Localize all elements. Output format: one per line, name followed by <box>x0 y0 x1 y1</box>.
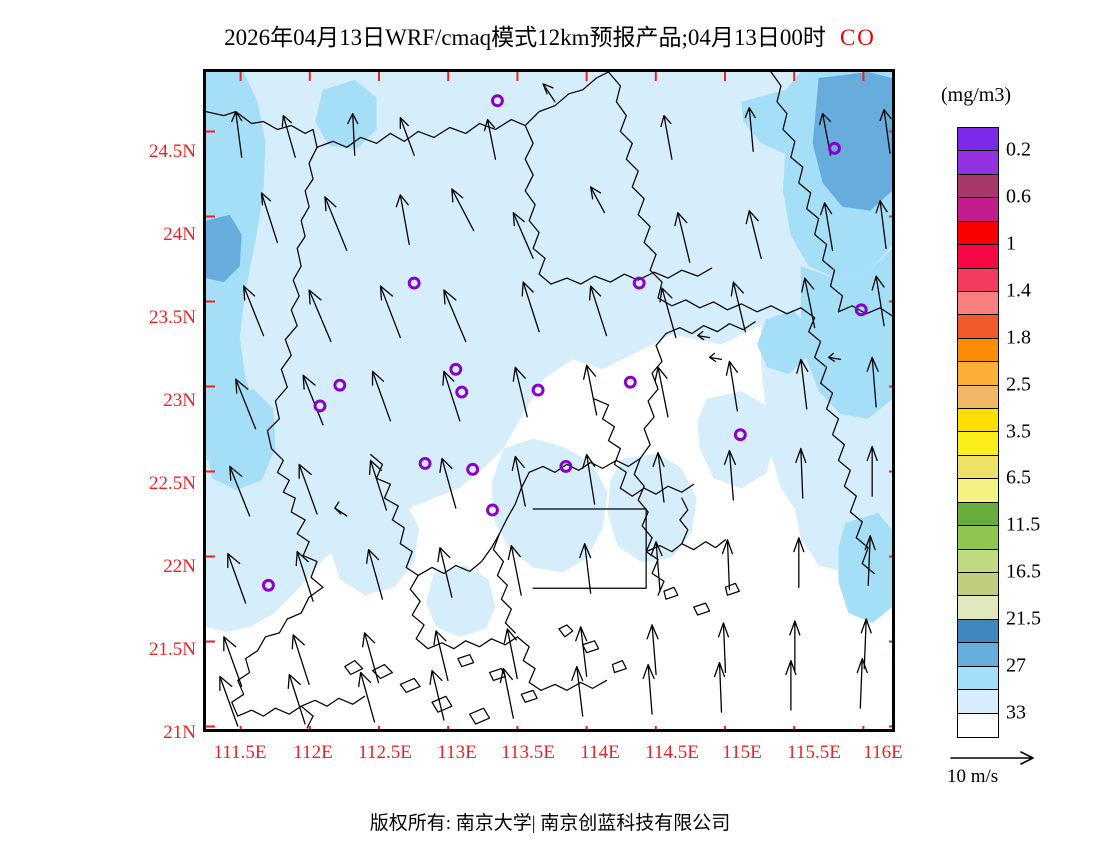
colorbar-tick-label: 21.5 <box>1006 607 1041 630</box>
colorbar-band <box>958 315 998 339</box>
colorbar-band <box>958 643 998 667</box>
y-axis-tick-24: 24N <box>163 224 196 245</box>
colorbar-band <box>958 409 998 433</box>
colorbar-band <box>958 690 998 714</box>
colorbar-band <box>958 291 998 316</box>
y-axis-tick-22: 22N <box>163 556 196 577</box>
y-axis-tick-24-5: 24.5N <box>149 141 196 162</box>
x-axis-tick-115-5E: 115.5E <box>787 742 841 763</box>
colorbar-tick-label: 0.2 <box>1006 138 1031 161</box>
x-axis-tick-115E: 115E <box>722 742 762 763</box>
map-svg <box>206 72 892 729</box>
wind-scale-legend: 10 m/s <box>947 748 1067 787</box>
x-axis-tick-112-5E: 112.5E <box>358 742 412 763</box>
title-species-label: CO <box>839 25 876 50</box>
colorbar-band <box>958 573 998 597</box>
colorbar-tick-label: 1.4 <box>1006 279 1031 302</box>
y-axis-tick-22-5: 22.5N <box>149 473 196 494</box>
colorbar-band <box>958 502 998 527</box>
colorbar-band <box>958 619 998 644</box>
x-axis-tick-114E: 114E <box>580 742 620 763</box>
wind-scale-label: 10 m/s <box>947 766 999 787</box>
colorbar-tick-label: 2.5 <box>1006 373 1031 396</box>
colorbar-tick-label: 1.8 <box>1006 326 1031 349</box>
colorbar-band <box>958 713 998 737</box>
colorbar-tick-label: 0.6 <box>1006 185 1031 208</box>
colorbar-band <box>958 268 998 292</box>
colorbar-band <box>958 151 998 175</box>
colorbar-tick-label: 27 <box>1006 654 1026 677</box>
map-plot-area[interactable] <box>203 69 895 732</box>
x-axis-tick-111-5E: 111.5E <box>213 742 267 763</box>
colorbar-tick-label: 16.5 <box>1006 560 1041 583</box>
copyright-footer: 版权所有: 南京大学| 南京创蓝科技有限公司 <box>369 813 731 834</box>
colorbar-band <box>958 526 998 550</box>
colorbar-tick-label: 33 <box>1006 701 1026 724</box>
colorbar-band <box>958 432 998 456</box>
x-axis-tick-113E: 113E <box>437 742 477 763</box>
colorbar-band <box>958 338 998 363</box>
colorbar-band <box>958 198 998 222</box>
colorbar-tick-label: 6.5 <box>1006 466 1031 489</box>
colorbar-band <box>958 549 998 574</box>
colorbar-band <box>958 362 998 386</box>
colorbar-band <box>958 128 998 152</box>
colorbar-band <box>958 479 998 503</box>
colorbar-band <box>958 385 998 410</box>
title-main-text: 2026年04月13日WRF/cmaq模式12km预报产品;04月13日00时 <box>224 25 826 50</box>
colorbar-tick-label: 3.5 <box>1006 420 1031 442</box>
y-axis-tick-21-5: 21.5N <box>149 639 196 660</box>
colorbar-unit-label: (mg/m3) <box>941 84 1011 106</box>
colorbar-tick-label: 11.5 <box>1006 513 1041 536</box>
y-axis-tick-23-5: 23.5N <box>149 307 196 328</box>
x-axis-tick-116E: 116E <box>863 742 903 763</box>
colorbar-band <box>958 174 998 199</box>
colorbar-band <box>958 245 998 269</box>
colorbar-band <box>958 221 998 246</box>
colorbar-band <box>958 666 998 691</box>
colorbar[interactable] <box>957 127 999 738</box>
x-axis-tick-113-5E: 113.5E <box>501 742 555 763</box>
colorbar-band <box>958 596 998 620</box>
x-axis-tick-112E: 112E <box>293 742 333 763</box>
wind-scale-arrow-icon <box>950 751 1034 765</box>
colorbar-tick-label: 1 <box>1006 232 1016 255</box>
x-axis-tick-114-5E: 114.5E <box>645 742 699 763</box>
page-title: 2026年04月13日WRF/cmaq模式12km预报产品;04月13日00时 C… <box>0 18 1100 52</box>
colorbar-band <box>958 455 998 480</box>
y-axis-tick-23: 23N <box>163 390 196 411</box>
y-axis-tick-21: 21N <box>163 722 196 743</box>
